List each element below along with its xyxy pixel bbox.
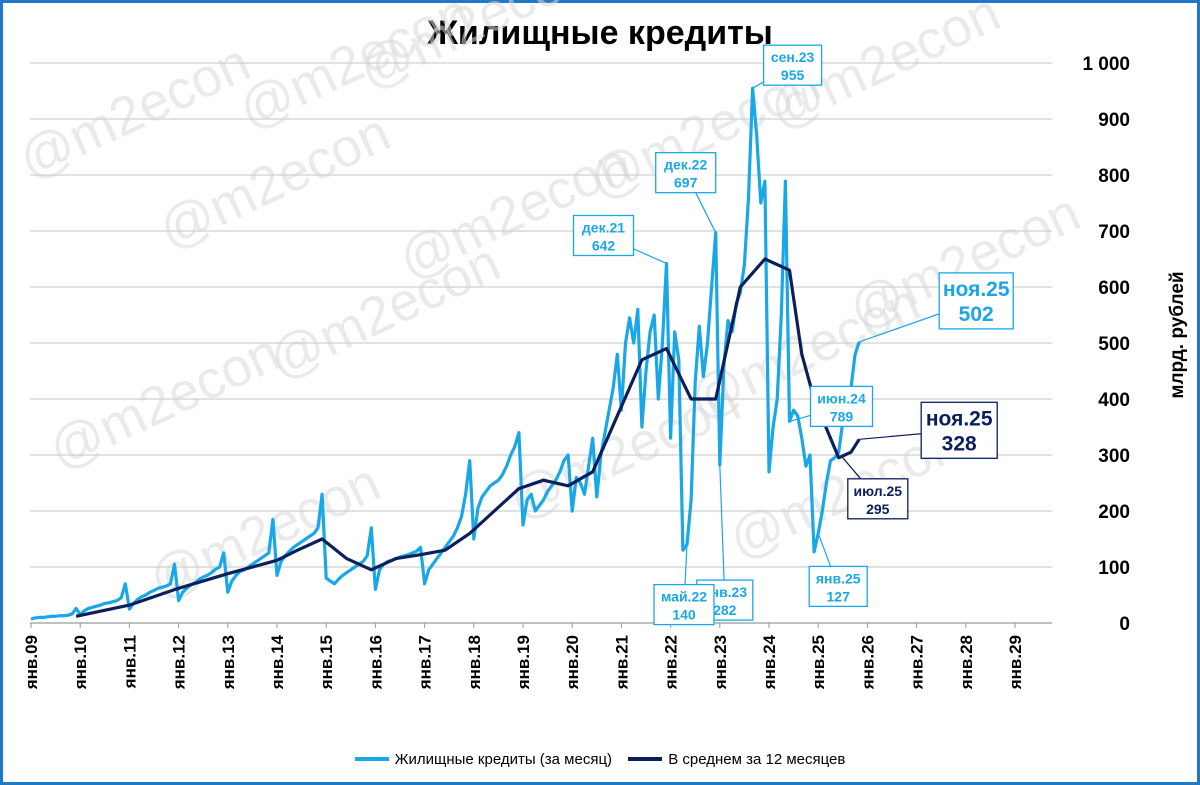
watermark-text: @m2econ <box>40 322 289 481</box>
x-tick-label: янв.10 <box>71 635 90 690</box>
callout-date: июл.25 <box>854 483 903 499</box>
legend-label-monthly: Жилищные кредиты (за месяц) <box>394 750 613 768</box>
x-tick-label: янв.13 <box>219 635 238 690</box>
callout-date: янв.25 <box>816 570 861 586</box>
callout-box <box>572 214 635 257</box>
callout-date: дек.21 <box>582 219 625 235</box>
x-tick-label: янв.21 <box>612 635 631 690</box>
y-tick-label: 400 <box>1098 390 1130 411</box>
legend-item-monthly: Жилищные кредиты (за месяц) <box>354 750 613 768</box>
x-tick-label: янв.26 <box>858 635 877 690</box>
x-tick-label: янв.22 <box>662 635 681 690</box>
y-tick-label: 100 <box>1098 558 1130 579</box>
legend-label-average: В среднем за 12 месяцев <box>668 750 846 768</box>
legend-swatch-monthly <box>354 757 389 761</box>
x-tick-label: янв.19 <box>514 635 533 690</box>
y-tick-label: 800 <box>1098 166 1130 187</box>
annotation-callout: сен.23 955 <box>752 44 823 89</box>
x-tick-label: янв.15 <box>317 635 336 690</box>
callout-date: дек.22 <box>664 157 707 173</box>
y-tick-label: 600 <box>1098 278 1130 299</box>
annotation-callout: июл.25 295 <box>842 457 909 520</box>
y-tick-label: 200 <box>1098 502 1130 523</box>
callout-value: 328 <box>942 432 977 455</box>
x-tick-label: янв.23 <box>711 635 730 690</box>
x-tick-label: янв.25 <box>809 635 828 690</box>
annotation-callout: июн.24 789 <box>789 385 874 428</box>
x-tick-label: янв.20 <box>563 635 582 690</box>
callout-value: 789 <box>830 408 854 424</box>
callout-box <box>847 478 909 520</box>
callout-date: ноя.25 <box>943 278 1010 301</box>
callout-box <box>762 44 823 86</box>
callout-value: 140 <box>672 607 696 623</box>
y-tick-label: 0 <box>1119 614 1130 635</box>
y-tick-label: 500 <box>1098 334 1130 355</box>
y-tick-label: 1 000 <box>1082 54 1130 75</box>
callout-box <box>809 385 874 428</box>
callout-value: 127 <box>827 588 851 604</box>
callout-date: ноя.25 <box>926 407 993 430</box>
x-tick-label: янв.09 <box>22 635 41 690</box>
watermark-text: @m2econ <box>10 32 259 191</box>
chart-title: Жилищные кредиты <box>427 14 773 52</box>
x-tick-label: янв.12 <box>170 635 189 690</box>
legend-item-average: В среднем за 12 месяцев <box>628 751 845 768</box>
callout-box <box>655 152 717 194</box>
callout-box <box>653 583 715 626</box>
callout-value: 697 <box>674 175 698 191</box>
y-axis-label: млрд. рублей <box>1167 271 1188 398</box>
callout-date: май.22 <box>661 589 707 605</box>
annotation-callout: май.22 140 <box>653 544 715 626</box>
series-line-monthly <box>30 86 861 621</box>
x-tick-label: янв.29 <box>1006 635 1025 690</box>
legend: Жилищные кредиты (за месяц) В среднем за… <box>0 748 1200 768</box>
callout-leader <box>719 465 726 601</box>
y-tick-label: 700 <box>1098 222 1130 243</box>
callout-box <box>938 272 1014 330</box>
x-tick-label: янв.11 <box>120 635 139 689</box>
callout-value: 295 <box>866 501 890 517</box>
callout-date: июн.24 <box>817 390 866 406</box>
x-tick-label: янв.27 <box>908 635 927 690</box>
x-tick-label: янв.16 <box>366 635 385 690</box>
callout-value: 642 <box>592 237 616 253</box>
x-tick-label: янв.24 <box>760 634 779 690</box>
callout-value: 282 <box>713 602 737 618</box>
y-tick-label: 900 <box>1098 110 1130 131</box>
series-line-average <box>75 257 861 618</box>
callout-date: сен.23 <box>771 49 815 65</box>
callout-value: 955 <box>781 67 805 83</box>
x-tick-label: янв.18 <box>465 635 484 690</box>
x-tick-label: янв.17 <box>416 635 435 690</box>
x-tick-label: янв.14 <box>268 634 287 690</box>
callout-box <box>808 565 868 608</box>
legend-swatch-average <box>628 757 663 761</box>
x-tick-label: янв.28 <box>957 635 976 690</box>
annotation-callout: янв.25 127 <box>808 533 868 608</box>
annotation-callout: дек.21 642 <box>572 214 667 265</box>
annotation-callout: дек.22 697 <box>655 152 717 233</box>
callout-value: 502 <box>959 303 994 326</box>
callout-box <box>920 401 998 459</box>
y-tick-label: 300 <box>1098 446 1130 467</box>
